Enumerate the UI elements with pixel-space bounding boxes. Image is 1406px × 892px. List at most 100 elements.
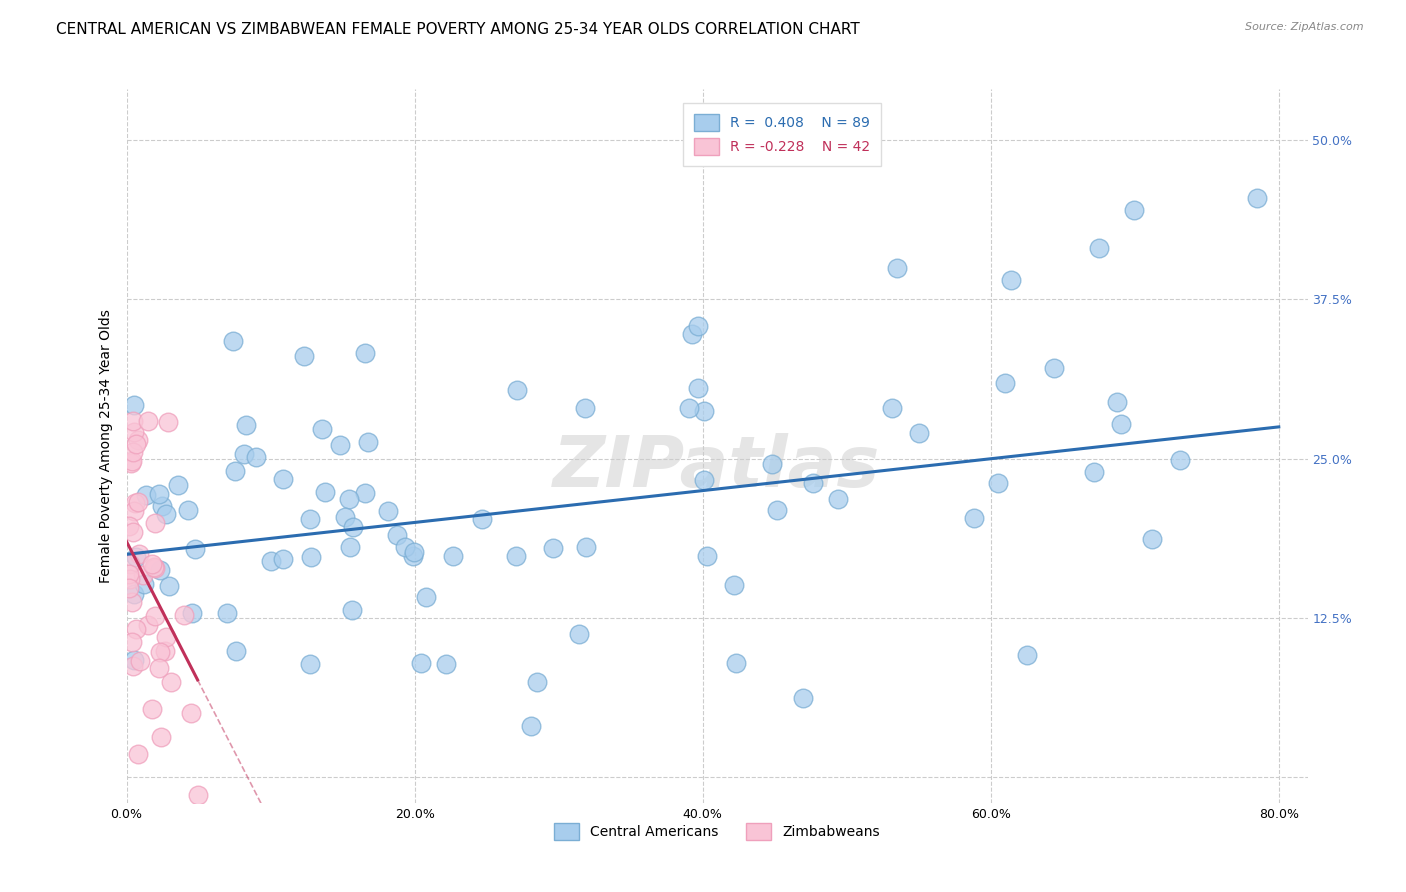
Point — [1083, 465, 1105, 479]
Point — [357, 434, 380, 449]
Point — [155, 630, 177, 644]
Point — [122, 425, 145, 439]
Point — [298, 657, 321, 671]
Point — [122, 398, 145, 412]
Point — [122, 653, 145, 667]
Point — [574, 401, 596, 416]
Point — [765, 503, 787, 517]
Point — [124, 496, 146, 510]
Point — [1087, 242, 1109, 256]
Point — [526, 674, 548, 689]
Point — [1043, 361, 1066, 376]
Point — [987, 475, 1010, 490]
Point — [339, 541, 361, 555]
Point — [118, 566, 141, 581]
Point — [1000, 272, 1022, 286]
Point — [574, 540, 596, 554]
Point — [337, 492, 360, 507]
Point — [122, 503, 145, 517]
Point — [434, 657, 457, 671]
Point — [122, 413, 145, 427]
Point — [686, 318, 709, 333]
Point — [471, 512, 494, 526]
Point — [224, 464, 246, 478]
Point — [271, 472, 294, 486]
Point — [143, 561, 166, 575]
Point — [1168, 453, 1191, 467]
Point — [125, 437, 148, 451]
Point — [129, 654, 152, 668]
Point — [907, 425, 929, 440]
Point — [260, 554, 283, 568]
Point — [118, 518, 141, 533]
Point — [505, 549, 527, 563]
Point — [122, 524, 145, 539]
Point — [723, 578, 745, 592]
Point — [143, 560, 166, 574]
Point — [692, 403, 714, 417]
Point — [120, 558, 142, 572]
Point — [333, 510, 356, 524]
Point — [761, 457, 783, 471]
Point — [148, 486, 170, 500]
Point — [122, 445, 145, 459]
Point — [1109, 417, 1132, 431]
Legend: Central Americans, Zimbabweans: Central Americans, Zimbabweans — [548, 818, 886, 846]
Point — [415, 590, 437, 604]
Point — [177, 503, 200, 517]
Point — [402, 549, 425, 563]
Point — [245, 450, 267, 464]
Point — [225, 644, 247, 658]
Point — [125, 622, 148, 636]
Point — [149, 645, 172, 659]
Point — [1246, 190, 1268, 204]
Point — [150, 499, 173, 513]
Point — [159, 674, 181, 689]
Point — [693, 474, 716, 488]
Point — [827, 492, 849, 507]
Point — [121, 454, 143, 468]
Point — [329, 438, 352, 452]
Point — [1123, 202, 1146, 217]
Point — [340, 602, 363, 616]
Point — [127, 495, 149, 509]
Point — [994, 376, 1017, 390]
Point — [725, 657, 748, 671]
Point — [136, 617, 159, 632]
Point — [385, 528, 408, 542]
Point — [886, 260, 908, 275]
Point — [135, 488, 157, 502]
Point — [128, 547, 150, 561]
Point — [122, 587, 145, 601]
Point — [232, 446, 254, 460]
Point — [183, 541, 205, 556]
Point — [215, 607, 238, 621]
Point — [505, 383, 527, 397]
Point — [792, 691, 814, 706]
Point — [141, 557, 163, 571]
Point — [273, 551, 295, 566]
Point — [181, 607, 204, 621]
Point — [148, 661, 170, 675]
Point — [686, 381, 709, 395]
Point — [963, 511, 986, 525]
Point — [314, 485, 336, 500]
Point — [441, 549, 464, 563]
Point — [541, 541, 564, 555]
Point — [377, 504, 399, 518]
Text: Source: ZipAtlas.com: Source: ZipAtlas.com — [1246, 22, 1364, 32]
Point — [157, 415, 180, 429]
Point — [180, 706, 202, 720]
Point — [568, 627, 591, 641]
Text: ZIPatlas: ZIPatlas — [554, 433, 880, 502]
Point — [678, 401, 700, 416]
Point — [118, 582, 141, 596]
Point — [696, 549, 718, 563]
Point — [153, 644, 176, 658]
Point — [122, 658, 145, 673]
Point — [121, 595, 143, 609]
Text: CENTRAL AMERICAN VS ZIMBABWEAN FEMALE POVERTY AMONG 25-34 YEAR OLDS CORRELATION : CENTRAL AMERICAN VS ZIMBABWEAN FEMALE PO… — [56, 22, 860, 37]
Point — [187, 789, 209, 803]
Point — [121, 635, 143, 649]
Point — [1107, 395, 1129, 409]
